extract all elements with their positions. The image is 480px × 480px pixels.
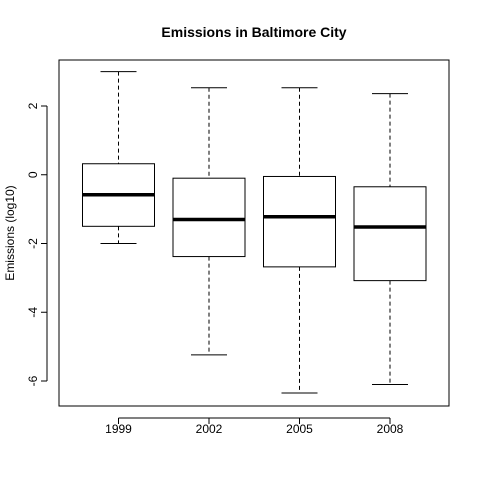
y-axis-label: Emissions (log10) xyxy=(3,185,17,280)
y-tick-label: -2 xyxy=(26,238,40,249)
y-tick-label: -6 xyxy=(26,375,40,386)
box-2002 xyxy=(172,87,246,356)
y-tick-label: -4 xyxy=(26,307,40,318)
box-1999 xyxy=(82,71,155,244)
iqr-box xyxy=(172,177,246,258)
y-tick-label: 2 xyxy=(26,102,40,109)
box-2005 xyxy=(263,87,336,394)
box-2008 xyxy=(353,93,427,385)
x-axis: 1999 2002 2005 2008 xyxy=(105,417,404,436)
boxes-group xyxy=(82,71,427,394)
x-tick-label: 2002 xyxy=(196,422,223,436)
y-tick-label: 0 xyxy=(26,171,40,178)
x-tick-label: 2008 xyxy=(377,422,404,436)
y-axis: 2 0 -2 -4 -6 xyxy=(26,102,48,386)
x-tick-label: 2005 xyxy=(286,422,313,436)
chart-title: Emissions in Baltimore City xyxy=(161,24,346,40)
x-tick-label: 1999 xyxy=(105,422,132,436)
iqr-box xyxy=(353,186,427,282)
plot-area-frame xyxy=(58,59,450,407)
iqr-box xyxy=(263,175,336,268)
